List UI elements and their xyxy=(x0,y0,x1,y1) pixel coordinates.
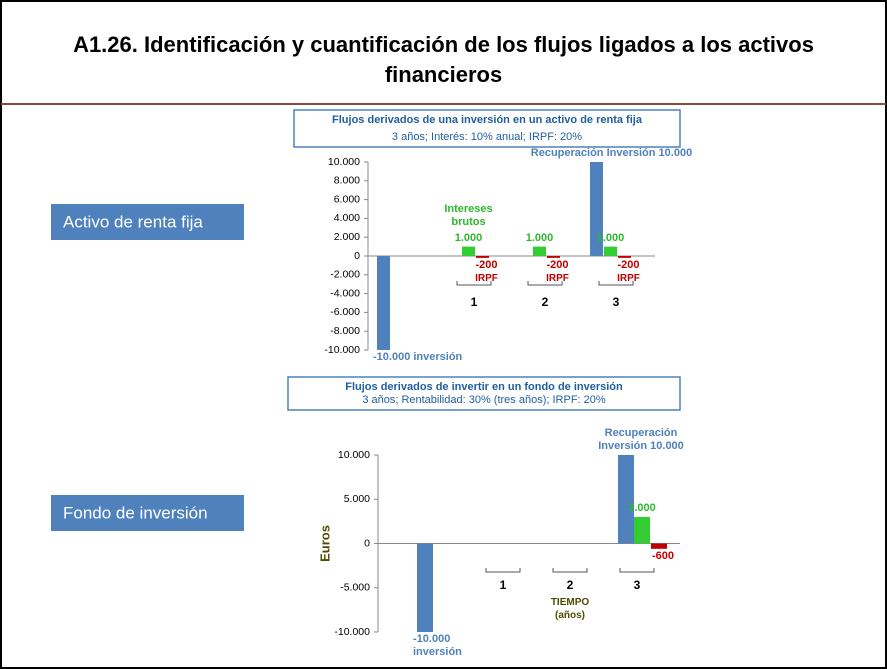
data-label-box: -200 xyxy=(475,258,498,271)
data-label: 1.000 xyxy=(596,231,625,244)
slide-title: A1.26. Identificación y cuantificación d… xyxy=(73,32,814,87)
category-bracket xyxy=(527,281,563,286)
x-tick-label: 1 xyxy=(471,295,478,309)
data-label: -10.000 inversión xyxy=(413,633,462,658)
chart-title-frame xyxy=(287,376,681,411)
data-label-box: -10.000 inversión xyxy=(373,351,463,363)
bar xyxy=(618,455,634,544)
category-bracket xyxy=(619,568,655,573)
bar xyxy=(651,543,667,549)
data-label: Recuperación Inversión 10.000 xyxy=(598,427,684,452)
y-tick-label: 10.000 xyxy=(338,449,370,461)
data-label-box: -200 xyxy=(617,258,640,271)
data-label-box: -600 xyxy=(651,549,675,562)
x-tick-label: 2 xyxy=(567,578,574,592)
y-tick-label: 2.000 xyxy=(334,231,360,243)
bar xyxy=(604,246,617,256)
data-label: 3.000 xyxy=(628,501,656,514)
bar xyxy=(533,246,546,256)
y-tick-label: 6.000 xyxy=(334,193,360,205)
x-tick-label: 1 xyxy=(500,578,507,592)
bar xyxy=(462,246,475,256)
chart-title: Flujos derivados de invertir en un fondo… xyxy=(345,381,623,393)
annotation: Intereses brutos xyxy=(444,202,493,228)
bar xyxy=(377,256,390,350)
annotation-box: Intereses brutos xyxy=(444,202,493,228)
y-tick-label: -10.000 xyxy=(324,344,360,356)
data-label: -200 xyxy=(546,258,569,271)
irpf-label: IRPF xyxy=(475,272,498,284)
irpf-label: IRPF xyxy=(546,272,569,284)
data-label: 1.000 xyxy=(525,231,554,244)
y-tick-label: 5.000 xyxy=(344,493,370,505)
x-axis-label: TIEMPO (años) xyxy=(550,597,590,621)
data-label-box: -10.000 inversión xyxy=(413,633,462,658)
y-tick-label: 0 xyxy=(364,537,370,549)
data-label-box: -200 xyxy=(546,258,569,271)
y-tick-label: 4.000 xyxy=(334,212,360,224)
y-tick-label: -4.000 xyxy=(330,287,360,299)
chart-title-frame xyxy=(293,109,681,148)
data-label-box: 3.000 xyxy=(628,501,656,514)
chart-title: Flujos derivados de una inversión en un … xyxy=(332,114,643,126)
bar xyxy=(634,516,650,544)
section-label-bg xyxy=(51,495,244,531)
y-tick-label: -8.000 xyxy=(330,325,360,337)
data-label-box: Recuperación Inversión 10.000 xyxy=(530,147,693,159)
data-label-box: 1.000 xyxy=(525,231,554,244)
y-tick-label: 0 xyxy=(354,250,360,262)
section-label: Fondo de inversión xyxy=(63,503,208,522)
data-label: 1.000 xyxy=(454,231,483,244)
section-label: Activo de renta fija xyxy=(63,212,203,231)
x-axis-label-box: TIEMPO (años) xyxy=(550,597,590,621)
y-tick-label: -10.000 xyxy=(334,626,370,638)
section-label-bg xyxy=(51,204,244,240)
category-bracket xyxy=(485,568,521,573)
chart-subtitle: 3 años; Rentabilidad: 30% (tres años); I… xyxy=(362,394,606,406)
bar xyxy=(417,543,433,632)
irpf-label-box: IRPF xyxy=(546,272,569,284)
bar xyxy=(547,256,560,258)
category-bracket xyxy=(552,568,588,573)
slide-title-box: A1.26. Identificación y cuantificación d… xyxy=(73,32,814,87)
data-label: -200 xyxy=(475,258,498,271)
irpf-label: IRPF xyxy=(617,272,640,284)
data-label: Recuperación Inversión 10.000 xyxy=(530,147,693,159)
x-tick-label: 3 xyxy=(613,295,620,309)
data-label: -10.000 inversión xyxy=(373,351,463,363)
data-label: -600 xyxy=(651,549,675,562)
data-label-box: Recuperación Inversión 10.000 xyxy=(598,427,684,452)
y-axis-label: Euros xyxy=(317,525,332,562)
category-bracket xyxy=(598,281,634,286)
y-tick-label: 8.000 xyxy=(334,175,360,187)
y-tick-label: -6.000 xyxy=(330,306,360,318)
chart-subtitle: 3 años; Interés: 10% anual; IRPF: 20% xyxy=(392,131,582,143)
bar xyxy=(476,256,489,258)
y-tick-label: 10.000 xyxy=(328,156,360,168)
irpf-label-box: IRPF xyxy=(617,272,640,284)
category-bracket xyxy=(456,281,492,286)
data-label-box: 1.000 xyxy=(454,231,483,244)
bar xyxy=(590,162,603,256)
x-tick-label: 3 xyxy=(634,578,641,592)
data-label-box: 1.000 xyxy=(596,231,625,244)
bar xyxy=(618,256,631,258)
irpf-label-box: IRPF xyxy=(475,272,498,284)
data-label: -200 xyxy=(617,258,640,271)
x-tick-label: 2 xyxy=(542,295,549,309)
y-tick-label: -2.000 xyxy=(330,269,360,281)
y-tick-label: -5.000 xyxy=(340,582,370,594)
